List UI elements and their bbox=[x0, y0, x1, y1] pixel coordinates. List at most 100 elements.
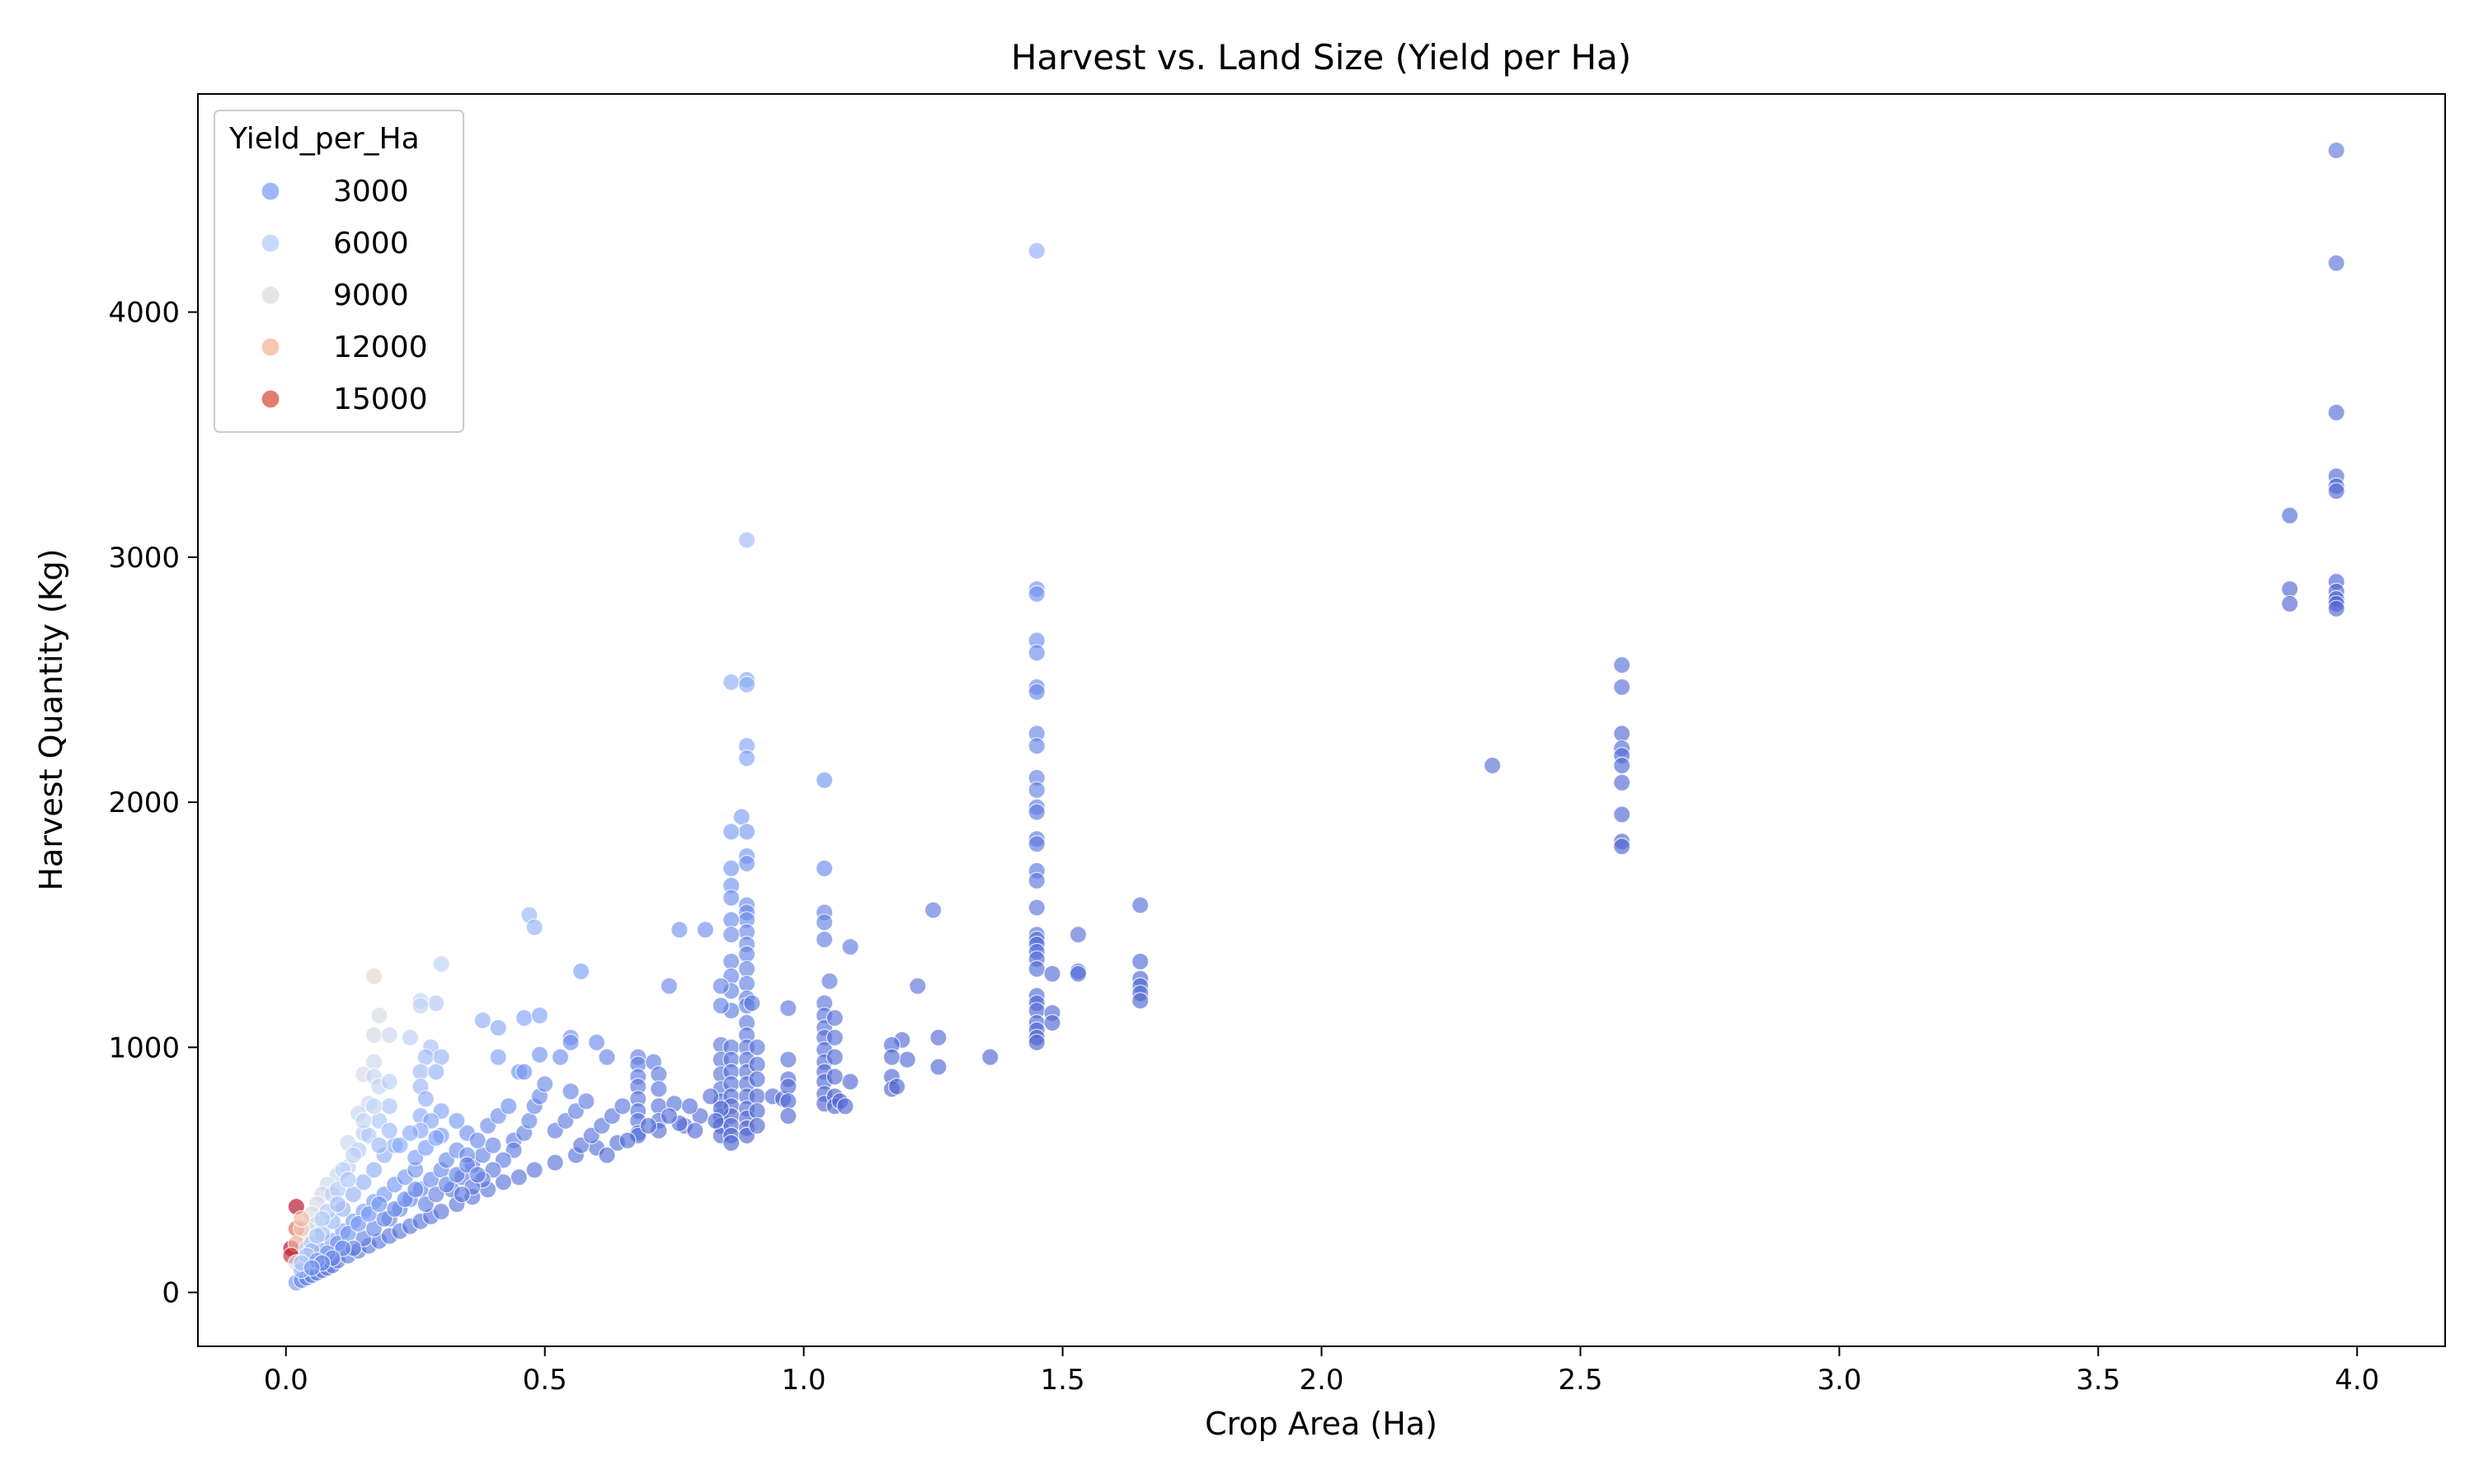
data-point bbox=[598, 1146, 616, 1164]
data-point bbox=[546, 1153, 564, 1172]
data-point bbox=[1613, 678, 1631, 697]
data-point bbox=[489, 1048, 507, 1066]
legend-label: 9000 bbox=[333, 279, 409, 312]
data-point bbox=[650, 1065, 668, 1083]
data-point bbox=[722, 859, 741, 877]
data-point bbox=[748, 1116, 766, 1135]
data-point bbox=[898, 1050, 916, 1068]
data-point bbox=[391, 1136, 409, 1154]
data-point bbox=[427, 994, 445, 1012]
data-point bbox=[748, 1055, 766, 1073]
data-point bbox=[370, 1195, 388, 1214]
data-point bbox=[525, 1161, 543, 1179]
data-point bbox=[737, 823, 756, 841]
data-point bbox=[1131, 896, 1150, 914]
data-point bbox=[1028, 960, 1046, 978]
legend-label: 6000 bbox=[333, 227, 409, 261]
data-point bbox=[816, 930, 834, 949]
data-point bbox=[722, 889, 741, 907]
x-tick-label: 1.0 bbox=[782, 1364, 826, 1397]
data-point bbox=[500, 1097, 518, 1115]
legend-marker bbox=[261, 233, 280, 253]
data-point bbox=[825, 1028, 844, 1047]
y-tick-label: 0 bbox=[162, 1277, 180, 1310]
data-point bbox=[416, 1090, 435, 1108]
data-point bbox=[1028, 1033, 1046, 1052]
data-point bbox=[1028, 803, 1046, 821]
data-point bbox=[701, 1087, 720, 1106]
data-point bbox=[473, 1011, 492, 1030]
x-tick-label: 0.0 bbox=[264, 1364, 308, 1397]
data-point bbox=[380, 1097, 398, 1115]
data-point bbox=[722, 673, 741, 692]
data-point bbox=[816, 859, 834, 877]
y-axis: 0 1000 2000 3000 4000 bbox=[108, 297, 198, 1310]
data-point bbox=[748, 1087, 766, 1106]
data-point bbox=[737, 531, 756, 549]
data-point bbox=[1613, 655, 1631, 674]
data-point bbox=[515, 1063, 534, 1081]
data-point bbox=[2281, 506, 2299, 524]
data-point bbox=[1613, 725, 1631, 743]
data-point bbox=[525, 918, 543, 937]
data-point bbox=[2327, 599, 2345, 618]
data-point bbox=[536, 1075, 554, 1093]
x-tick-label: 3.0 bbox=[1817, 1364, 1861, 1397]
data-point bbox=[748, 1070, 766, 1088]
data-point bbox=[722, 1134, 741, 1152]
data-point bbox=[1028, 683, 1046, 701]
data-point bbox=[562, 1082, 580, 1101]
data-point bbox=[722, 925, 741, 944]
data-point bbox=[1131, 992, 1150, 1010]
data-point bbox=[370, 1007, 388, 1025]
data-point bbox=[639, 1116, 657, 1135]
plot-frame bbox=[198, 94, 2445, 1346]
data-point bbox=[432, 1048, 450, 1066]
data-point bbox=[1069, 965, 1088, 983]
data-point bbox=[737, 749, 756, 768]
data-point bbox=[530, 1007, 549, 1025]
data-point bbox=[1613, 773, 1631, 791]
data-point bbox=[468, 1131, 487, 1149]
data-point bbox=[515, 1009, 534, 1027]
data-point bbox=[370, 1136, 388, 1154]
data-point bbox=[412, 997, 430, 1015]
data-point bbox=[587, 1033, 606, 1052]
x-axis: 0.0 0.5 1.0 1.5 2.0 2.5 3.0 3.5 4.0 bbox=[264, 1346, 2379, 1397]
data-point bbox=[344, 1146, 362, 1164]
data-point bbox=[293, 1209, 311, 1228]
data-point bbox=[618, 1131, 637, 1149]
data-point bbox=[380, 1121, 398, 1140]
data-point bbox=[882, 1048, 901, 1066]
data-point bbox=[1028, 737, 1046, 755]
data-point bbox=[909, 977, 927, 995]
data-point bbox=[722, 952, 741, 970]
data-point bbox=[779, 1078, 797, 1096]
data-point bbox=[924, 901, 943, 919]
data-point bbox=[779, 1092, 797, 1111]
data-point bbox=[887, 1078, 906, 1096]
data-point bbox=[732, 808, 750, 826]
data-point bbox=[737, 974, 756, 993]
data-point bbox=[303, 1259, 321, 1277]
data-point bbox=[680, 1097, 699, 1115]
x-axis-label: Crop Area (Ha) bbox=[1205, 1406, 1437, 1442]
data-point bbox=[660, 977, 679, 995]
data-point bbox=[841, 937, 859, 956]
data-point bbox=[484, 1136, 502, 1154]
data-point bbox=[825, 1068, 844, 1086]
data-point bbox=[779, 999, 797, 1017]
legend-marker bbox=[261, 337, 280, 357]
data-point bbox=[577, 1092, 595, 1111]
data-point bbox=[1043, 1013, 1061, 1032]
data-point bbox=[2327, 481, 2345, 500]
data-point bbox=[1028, 242, 1046, 260]
data-point bbox=[825, 1009, 844, 1027]
data-point bbox=[816, 771, 834, 789]
y-tick-label: 1000 bbox=[108, 1031, 180, 1064]
data-point bbox=[1043, 965, 1061, 983]
data-point bbox=[1028, 585, 1046, 603]
data-point bbox=[2327, 141, 2345, 159]
data-point bbox=[737, 854, 756, 873]
data-point bbox=[365, 1161, 383, 1179]
